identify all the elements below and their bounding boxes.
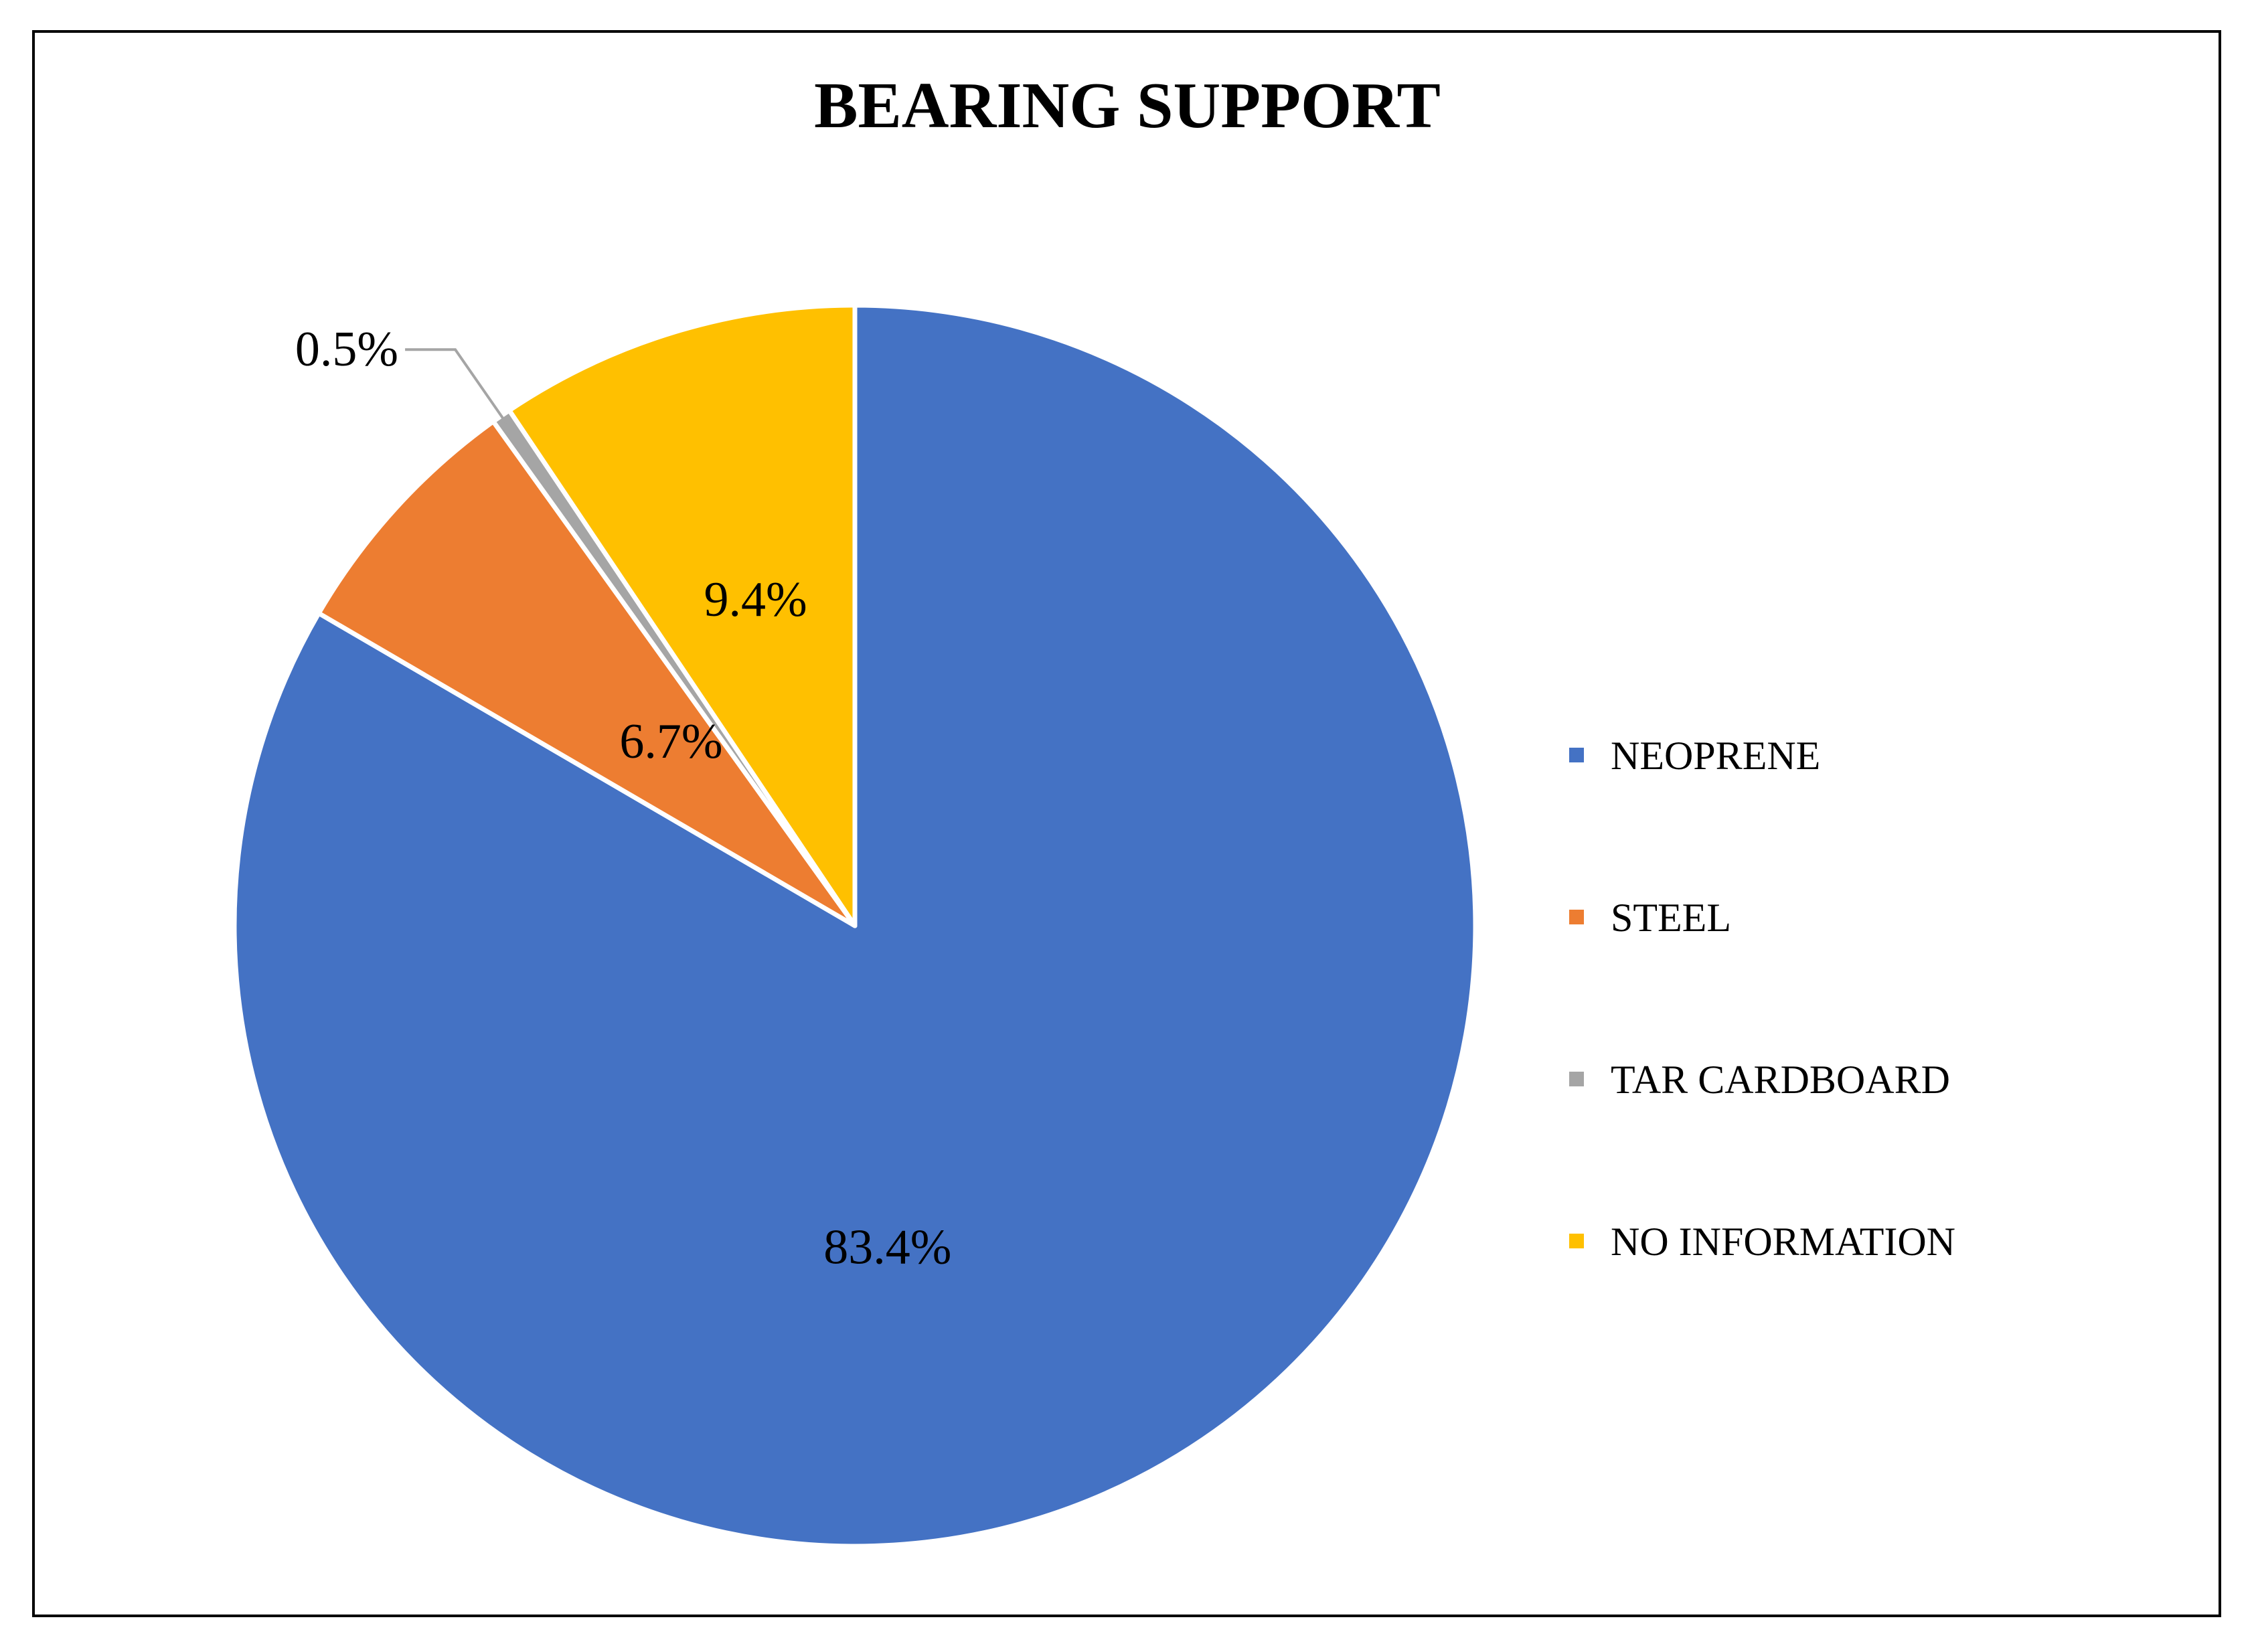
- chart-title: BEARING SUPPORT: [814, 70, 1441, 142]
- legend-swatch-steel: [1569, 910, 1584, 924]
- legend-swatch-neoprene: [1569, 748, 1584, 762]
- data-label-steel: 6.7%: [619, 714, 722, 769]
- pie-slices: [232, 303, 1478, 1549]
- legend-swatch-tar-cardboard: [1569, 1072, 1584, 1086]
- legend-swatch-no-information: [1569, 1234, 1584, 1248]
- legend-label-no-information: NO INFORMATION: [1611, 1220, 1955, 1264]
- legend-label-steel: STEEL: [1611, 896, 1731, 940]
- pie-slice-steel: [316, 419, 858, 928]
- data-label-neoprene: 83.4%: [823, 1220, 951, 1275]
- legend: NEOPRENE STEEL TAR CARDBOARD NO INFORMATION: [1569, 734, 1955, 1264]
- data-label-tar-cardboard: 0.5%: [295, 322, 398, 377]
- leader-line-tar-cardboard: [405, 348, 508, 424]
- pie-data-labels: 83.4% 6.7% 0.5% 9.4%: [295, 322, 952, 1274]
- legend-label-neoprene: NEOPRENE: [1611, 734, 1820, 778]
- legend-label-tar-cardboard: TAR CARDBOARD: [1611, 1058, 1950, 1102]
- data-label-no-information: 9.4%: [704, 572, 807, 627]
- pie-slice-no-information: [507, 303, 858, 928]
